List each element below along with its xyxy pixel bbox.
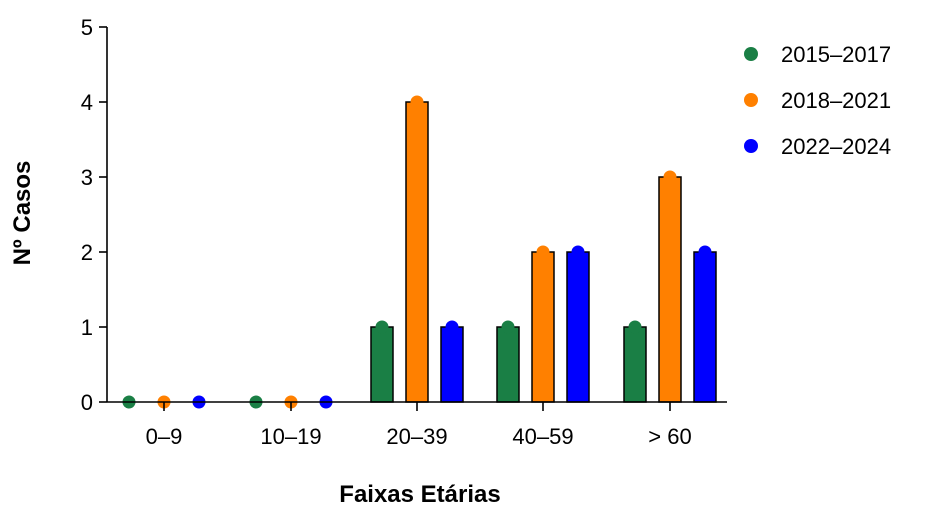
bar-point: [663, 170, 677, 184]
y-tick-label: 3: [81, 165, 93, 190]
x-tick-label: 20–39: [386, 424, 447, 449]
x-tick-label: 40–59: [512, 424, 573, 449]
bar-point: [698, 245, 712, 259]
bar: [566, 251, 590, 403]
y-tick-label: 0: [81, 390, 93, 415]
bar-point: [375, 320, 389, 334]
bar-point: [571, 245, 585, 259]
legend-label: 2015–2017: [781, 42, 891, 67]
legend-label: 2022–2024: [781, 134, 891, 159]
legend-marker: [744, 139, 758, 153]
bar-point: [628, 320, 642, 334]
bar-point: [536, 245, 550, 259]
y-axis: 0 1 2 3 4 5: [81, 15, 108, 415]
y-tick-label: 2: [81, 240, 93, 265]
y-tick-label: 4: [81, 90, 93, 115]
legend-marker: [744, 93, 758, 107]
y-tick-label: 5: [81, 15, 93, 40]
bar: [531, 251, 555, 403]
x-tick-label: 0–9: [146, 424, 183, 449]
bar: [623, 326, 647, 403]
legend: 2015–2017 2018–2021 2022–2024: [744, 42, 891, 159]
bar: [370, 326, 394, 403]
x-tick-label: 10–19: [260, 424, 321, 449]
bar-point: [501, 320, 515, 334]
x-tick-label: > 60: [648, 424, 691, 449]
y-axis-title: Nº Casos: [9, 161, 36, 266]
plot-area: [122, 95, 717, 409]
legend-marker: [744, 47, 758, 61]
bar-point: [410, 95, 424, 109]
bar: [440, 326, 464, 403]
legend-label: 2018–2021: [781, 88, 891, 113]
x-axis-title: Faixas Etárias: [339, 481, 500, 505]
x-axis: 0–9 10–19 20–39 40–59 > 60: [107, 401, 727, 449]
bar-point: [445, 320, 459, 334]
bar: [693, 251, 717, 403]
bar: [405, 101, 429, 403]
bar: [658, 176, 682, 403]
bar: [496, 326, 520, 403]
y-tick-label: 1: [81, 315, 93, 340]
